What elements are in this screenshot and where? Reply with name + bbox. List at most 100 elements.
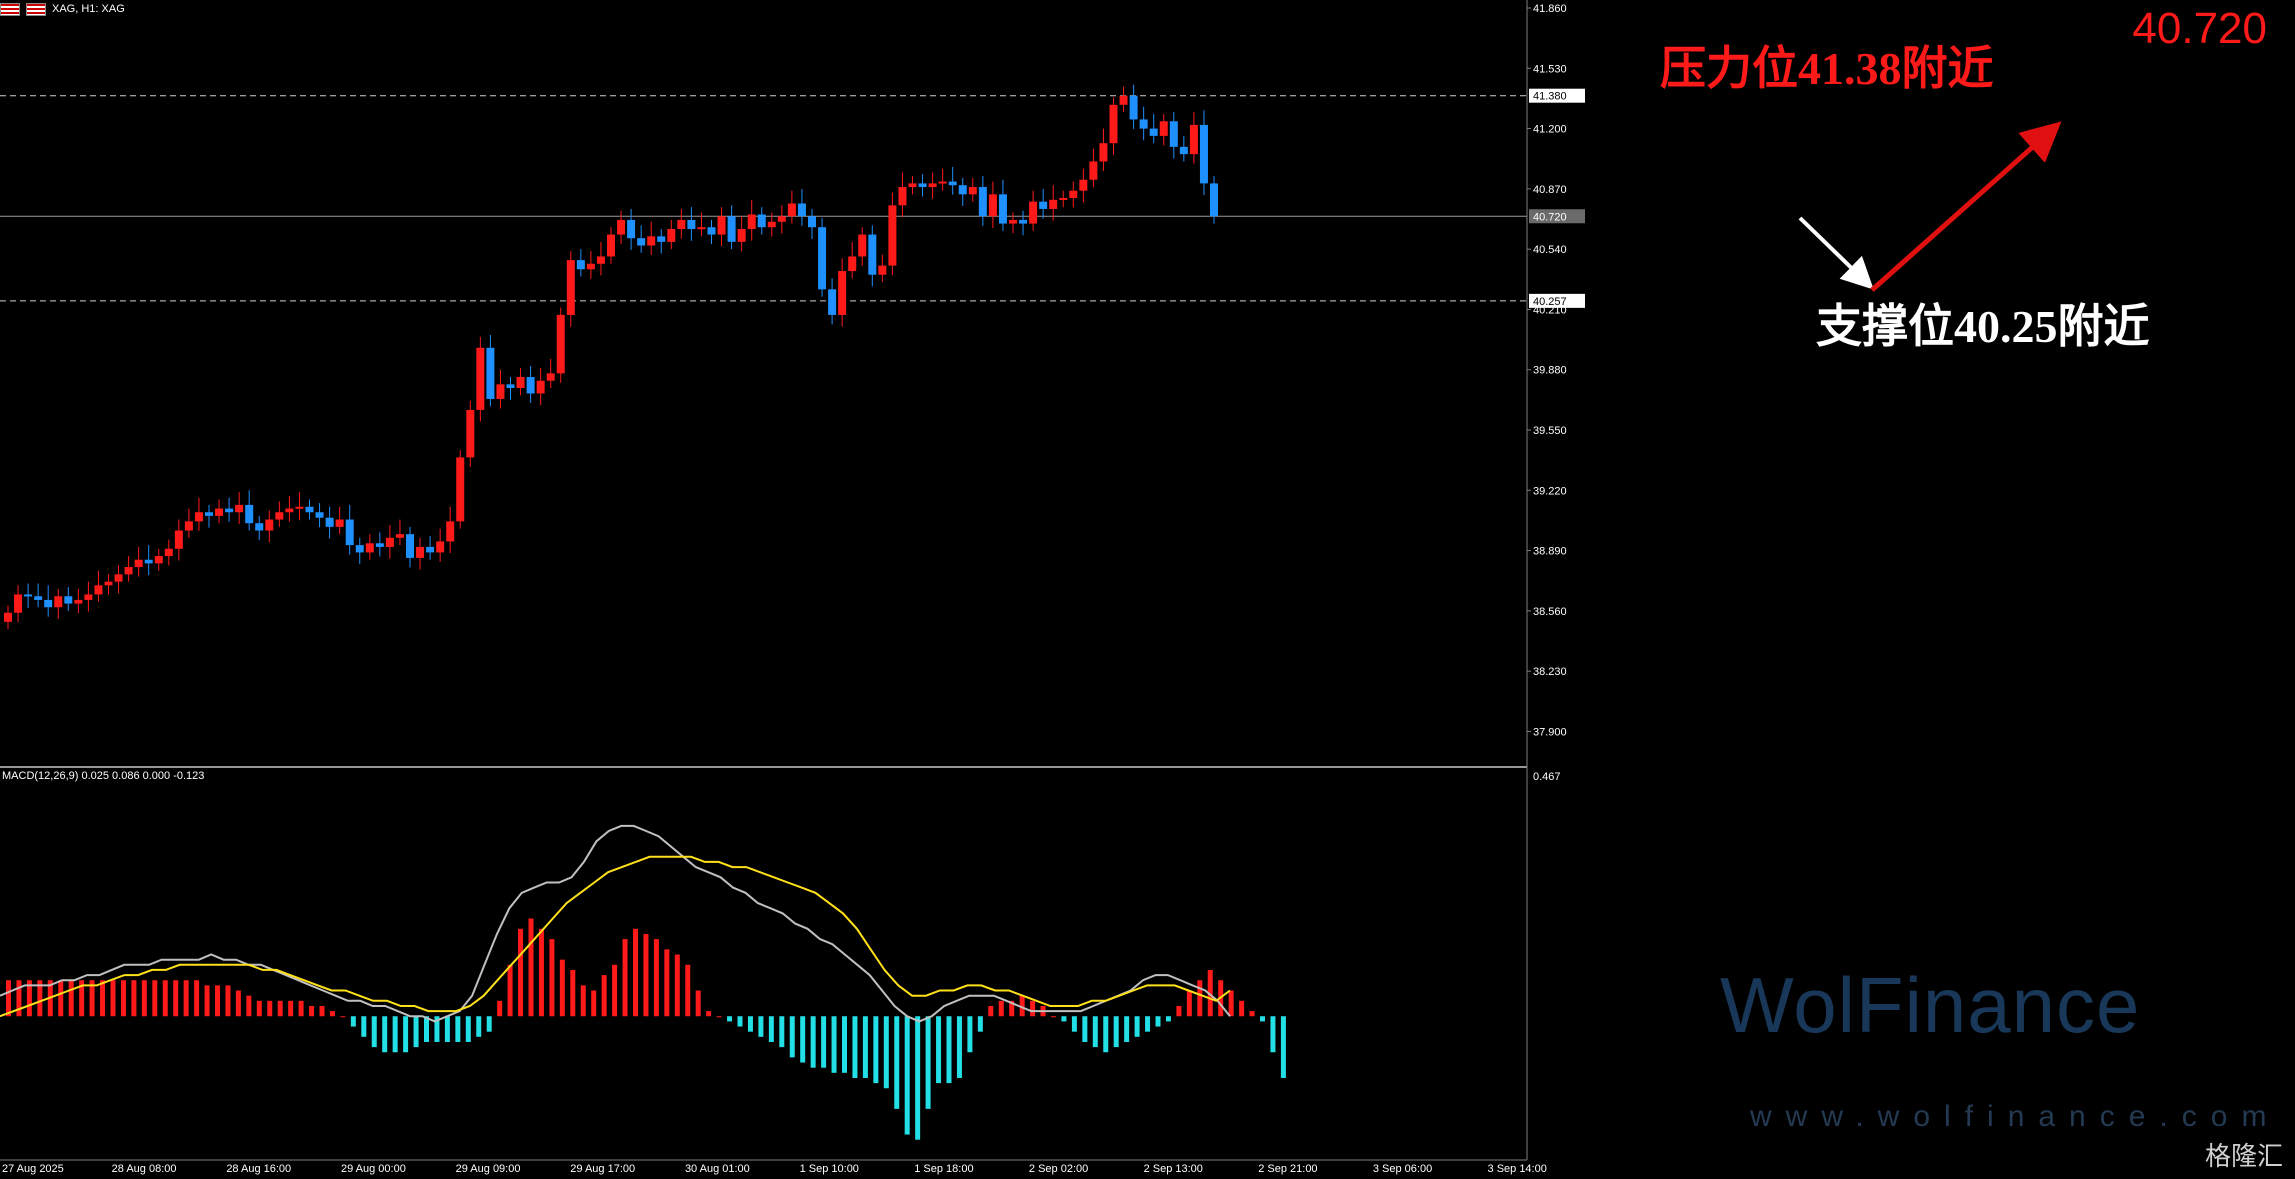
candle-body [1119, 95, 1128, 105]
macd-bar [58, 980, 64, 1017]
macd-bar [476, 1016, 482, 1037]
macd-bar [1197, 980, 1203, 1017]
macd-bar [706, 1011, 712, 1017]
candle-body [1169, 121, 1178, 147]
candle-body [1009, 219, 1017, 224]
candle-body [456, 457, 465, 522]
macd-bar [1019, 995, 1025, 1017]
candle-body [888, 205, 897, 266]
candle-body [536, 380, 545, 394]
macd-bar [204, 985, 210, 1017]
macd-bar [674, 954, 680, 1017]
symbol-title: XAG, H1: XAG [52, 3, 125, 15]
candle-body [848, 256, 857, 272]
macd-bar [319, 1005, 325, 1017]
x-tick-label: 2 Sep 21:00 [1258, 1163, 1317, 1175]
us-flag-icon [0, 2, 20, 16]
candle-body [787, 203, 796, 217]
candle-body [727, 216, 736, 242]
candle-body [4, 612, 12, 622]
macd-bar [434, 1016, 440, 1042]
y-tick-label: 38.890 [1533, 546, 1567, 558]
macd-bar [695, 990, 701, 1017]
macd-bar [1061, 1016, 1067, 1022]
macd-bar [403, 1016, 409, 1053]
macd-bar [455, 1016, 461, 1042]
candle-body [556, 314, 565, 374]
candle-body [908, 183, 917, 188]
macd-bar [288, 1000, 294, 1017]
macd-bar [152, 980, 158, 1017]
macd-bar [486, 1016, 492, 1032]
macd-bar [424, 1016, 429, 1042]
macd-bar [1165, 1016, 1171, 1022]
level-tag [1529, 88, 1585, 103]
macd-bar [591, 990, 597, 1017]
level-tag [1529, 209, 1585, 224]
macd-bar [6, 980, 11, 1017]
candle-body [928, 183, 937, 188]
x-tick-label: 3 Sep 06:00 [1373, 1163, 1432, 1175]
macd-panel [0, 824, 1286, 1140]
candle-body [94, 585, 103, 595]
macd-bar [1051, 1016, 1056, 1018]
x-tick-label: 29 Aug 17:00 [570, 1163, 635, 1175]
annotation-arrows [1798, 121, 2062, 292]
candle-body [566, 260, 575, 315]
macd-bar [131, 980, 137, 1017]
macd-bar [862, 1016, 868, 1078]
chart-grid [0, 0, 1528, 1161]
candle-body [667, 229, 676, 242]
macd-bar [267, 1000, 273, 1017]
macd-bar [1249, 1011, 1255, 1017]
macd-bar [89, 980, 95, 1017]
macd-bar [1145, 1016, 1151, 1032]
macd-bar [371, 1016, 377, 1048]
candle-body [898, 187, 907, 206]
chart-header: XAG, H1: XAG [0, 0, 125, 18]
macd-bar [79, 980, 85, 1017]
candle-body [1099, 143, 1108, 162]
y-tick-label: 39.220 [1533, 485, 1567, 497]
candle-body [777, 216, 786, 222]
candle-body [24, 594, 33, 597]
level-tag-label: 40.257 [1533, 296, 1567, 308]
x-tick-label: 29 Aug 09:00 [456, 1163, 521, 1175]
candle-body [757, 214, 766, 228]
macd-bar [559, 959, 565, 1017]
candle-body [305, 506, 314, 513]
macd-bar [977, 1016, 983, 1032]
price-levels: 41.380 40.720 40.257 [0, 88, 1585, 308]
candle-body [345, 519, 354, 546]
macd-bar [1082, 1016, 1088, 1042]
level-tag [1529, 293, 1585, 308]
candle-body [637, 238, 646, 246]
y-tick-label: 41.200 [1533, 124, 1567, 136]
support-annotation: 支撑位40.25附近 [1816, 301, 2150, 352]
macd-bar [183, 980, 189, 1017]
candle-body [174, 530, 183, 549]
macd-bar [518, 928, 524, 1017]
macd-bar [309, 1005, 315, 1017]
candle-body [818, 227, 827, 290]
macd-bar [507, 964, 513, 1017]
candle-body [596, 256, 605, 264]
macd-bar [1270, 1016, 1276, 1053]
candle-body [968, 187, 977, 195]
macd-bar [936, 1016, 942, 1084]
macd-bar [894, 1016, 900, 1109]
candle-body [707, 227, 716, 235]
level-tag-label: 40.720 [1533, 211, 1567, 223]
macd-bar [329, 1011, 335, 1017]
macd-bar [727, 1016, 733, 1022]
candle-body [1019, 219, 1028, 224]
macd-bar [361, 1016, 367, 1037]
candle-body [978, 187, 987, 217]
candle-body [265, 519, 274, 531]
candle-body [938, 181, 947, 184]
candle-body [1089, 161, 1098, 180]
candle-body [14, 594, 23, 613]
candle-body [1189, 124, 1198, 155]
macd-bar [413, 1016, 419, 1048]
